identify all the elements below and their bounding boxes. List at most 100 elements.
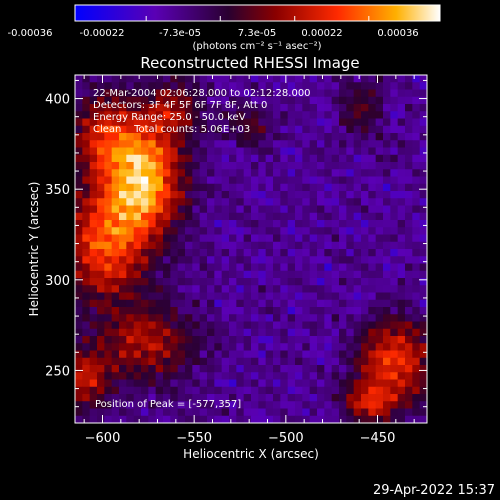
heatmap-cell [214,133,223,141]
heatmap-cell [397,140,406,148]
heatmap-cell [375,321,384,330]
heatmap-cell [368,249,377,257]
heatmap-cell [214,394,223,402]
heatmap-cell [258,343,267,351]
heatmap-cell [368,307,377,315]
x-tick-label: −600 [85,431,121,446]
heatmap-cell [82,191,91,199]
heatmap-cell [97,328,105,337]
heatmap-cell [309,263,318,272]
heatmap-cell [170,82,179,90]
heatmap-cell [287,343,296,351]
heatmap-cell [155,285,164,293]
heatmap-cell [221,220,230,228]
heatmap-cell [339,394,347,402]
heatmap-cell [309,111,318,119]
heatmap-cell [126,133,135,141]
heatmap-cell [185,111,193,119]
heatmap-cell [273,162,281,170]
heatmap-cell [221,379,230,388]
heatmap-cell [412,350,421,359]
heatmap-cell [405,336,413,344]
heatmap-cell [111,314,120,322]
heatmap-cell [412,386,421,395]
heatmap-cell [287,365,296,373]
heatmap-cell [309,140,318,148]
heatmap-cell [419,183,427,192]
heatmap-cell [405,263,413,272]
heatmap-cell [97,249,105,257]
heatmap-cell [207,292,215,301]
heatmap-cell [324,118,333,127]
heatmap-cell [258,118,267,127]
heatmap-cell [405,314,413,322]
heatmap-cell [302,118,311,127]
heatmap-cell [265,212,274,221]
heatmap-cell [412,278,421,286]
heatmap-cell [331,220,340,228]
heatmap-cell [214,169,223,177]
heatmap-cell [148,198,157,206]
heatmap-cell [148,183,157,192]
heatmap-cell [273,365,281,373]
heatmap-cell [412,111,421,119]
heatmap-cell [412,408,421,417]
heatmap-cell [104,343,113,351]
heatmap-cell [273,285,281,293]
heatmap-cell [111,220,120,228]
heatmap-cell [353,386,362,395]
heatmap-cell [243,299,252,308]
heatmap-cell [295,270,303,279]
heatmap-cell [111,394,120,402]
heatmap-cell [163,394,171,402]
heatmap-cell [82,321,91,330]
heatmap-cell [199,328,208,337]
heatmap-cell [75,278,83,286]
heatmap-cell [258,321,267,330]
heatmap-cell [126,408,135,417]
heatmap-cell [141,227,149,235]
heatmap-cell [302,263,311,272]
heatmap-cell [207,365,215,373]
heatmap-cell [258,278,267,286]
heatmap-cell [177,169,186,177]
heatmap-cell [155,350,164,359]
heatmap-cell [221,147,230,156]
heatmap-cell [236,415,245,423]
heatmap-cell [133,321,142,330]
heatmap-cell [75,75,83,83]
heatmap-cell [236,96,245,105]
heatmap-cell [221,372,230,380]
heatmap-cell [236,125,245,134]
heatmap-cell [75,133,83,141]
heatmap-cell [368,394,377,402]
heatmap-cell [82,401,91,409]
heatmap-cell [133,394,142,402]
heatmap-cell [280,299,289,308]
heatmap-cell [405,307,413,315]
heatmap-cell [82,249,91,257]
heatmap-cell [126,292,135,301]
heatmap-cell [295,183,303,192]
heatmap-cell [273,350,281,359]
heatmap-cell [141,336,149,344]
heatmap-cell [75,365,83,373]
heatmap-cell [265,241,274,250]
heatmap-cell [397,336,406,344]
heatmap-cell [75,125,83,134]
heatmap-cell [346,75,355,83]
heatmap-cell [375,379,384,388]
heatmap-cell [397,270,406,279]
heatmap-cell [221,321,230,330]
heatmap-cell [236,133,245,141]
heatmap-cell [185,212,193,221]
heatmap-cell [111,379,120,388]
heatmap-cell [236,154,245,163]
heatmap-cell [214,75,223,83]
heatmap-cell [163,212,171,221]
heatmap-cell [361,89,369,98]
heatmap-cell [353,133,362,141]
heatmap-cell [361,307,369,315]
heatmap-cell [126,220,135,228]
heatmap-cell [353,96,362,105]
